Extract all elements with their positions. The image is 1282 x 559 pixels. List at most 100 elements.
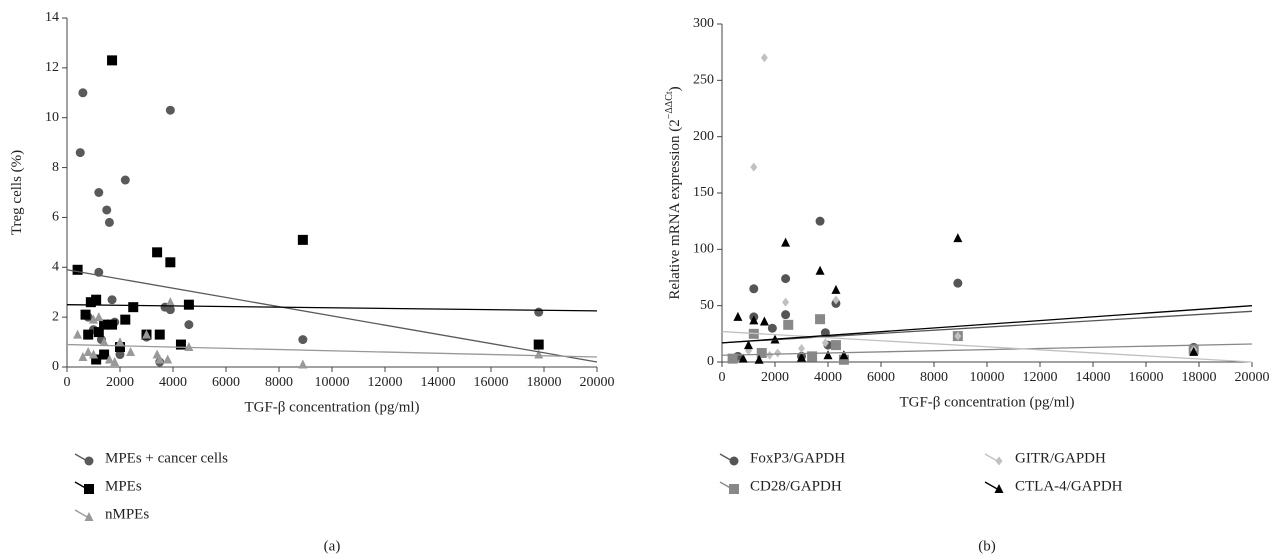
point bbox=[91, 294, 102, 305]
point bbox=[154, 329, 165, 340]
point bbox=[78, 88, 88, 98]
y-axis-label: Treg cells (%) bbox=[9, 150, 25, 235]
point bbox=[75, 148, 85, 158]
y-tick-label: 14 bbox=[45, 10, 59, 25]
point bbox=[782, 297, 790, 307]
point bbox=[831, 284, 841, 294]
point bbox=[93, 327, 104, 338]
point bbox=[830, 340, 841, 351]
y-tick-label: 100 bbox=[693, 242, 714, 257]
legend-label: MPEs bbox=[105, 478, 142, 494]
point bbox=[120, 314, 131, 325]
trend-line bbox=[66, 343, 598, 358]
x-tick-label: 8000 bbox=[265, 375, 293, 390]
point bbox=[533, 339, 544, 350]
point bbox=[102, 205, 112, 215]
legend-marker bbox=[729, 484, 739, 494]
point bbox=[798, 343, 805, 353]
x-tick-label: 8000 bbox=[920, 370, 948, 385]
point bbox=[78, 352, 88, 362]
point bbox=[115, 350, 125, 360]
point bbox=[104, 354, 114, 364]
point bbox=[767, 323, 777, 333]
point bbox=[838, 354, 849, 365]
y-axis-label-text: Relative mRNA expression (2 bbox=[667, 119, 683, 299]
x-tick-label: 18000 bbox=[1182, 370, 1217, 385]
legend-marker bbox=[84, 456, 94, 466]
point bbox=[165, 105, 175, 115]
point bbox=[175, 339, 186, 350]
y-tick-label: 0 bbox=[707, 354, 714, 369]
legend-marker bbox=[729, 456, 739, 466]
point bbox=[99, 349, 110, 360]
caption: (b) bbox=[978, 538, 996, 554]
legend-marker bbox=[84, 484, 94, 494]
legend-marker bbox=[84, 512, 94, 521]
point bbox=[165, 297, 175, 307]
point bbox=[774, 348, 782, 358]
legend-label: nMPEs bbox=[105, 506, 149, 522]
point bbox=[107, 295, 117, 305]
y-tick-label: 6 bbox=[52, 210, 59, 225]
x-tick-label: 0 bbox=[719, 370, 726, 385]
x-tick-label: 12000 bbox=[368, 375, 403, 390]
trend-line bbox=[721, 305, 1253, 344]
y-axis-label: Relative mRNA expression (2−ΔΔCt) bbox=[664, 86, 683, 299]
point bbox=[107, 319, 118, 330]
point bbox=[738, 353, 748, 363]
y-axis-label-end: ) bbox=[667, 86, 683, 91]
trend-line bbox=[66, 304, 598, 312]
point bbox=[72, 264, 83, 275]
point bbox=[99, 337, 109, 347]
point bbox=[839, 350, 849, 360]
point bbox=[115, 337, 125, 347]
point bbox=[821, 338, 829, 348]
point bbox=[83, 347, 93, 357]
x-tick-label: 2000 bbox=[106, 375, 134, 390]
point bbox=[832, 295, 840, 305]
y-tick-label: 150 bbox=[693, 185, 714, 200]
y-tick-label: 10 bbox=[45, 110, 59, 125]
x-tick-label: 6000 bbox=[867, 370, 895, 385]
point bbox=[152, 247, 163, 258]
y-tick-label: 8 bbox=[52, 160, 59, 175]
trend-line bbox=[66, 269, 598, 363]
point bbox=[760, 53, 768, 63]
y-tick-label: 4 bbox=[52, 260, 59, 275]
x-tick-label: 14000 bbox=[1076, 370, 1111, 385]
point bbox=[783, 319, 794, 330]
legend-marker bbox=[994, 484, 1004, 493]
point bbox=[954, 331, 962, 341]
point bbox=[749, 284, 759, 294]
x-tick-label: 18000 bbox=[527, 375, 562, 390]
x-tick-label: 12000 bbox=[1023, 370, 1058, 385]
x-tick-label: 20000 bbox=[580, 375, 615, 390]
point bbox=[759, 316, 769, 326]
point bbox=[534, 307, 544, 317]
point bbox=[83, 329, 94, 340]
point bbox=[128, 302, 139, 313]
y-tick-label: 0 bbox=[52, 359, 59, 374]
point bbox=[766, 350, 774, 360]
point bbox=[749, 315, 759, 325]
x-tick-label: 20000 bbox=[1235, 370, 1270, 385]
point bbox=[155, 354, 165, 364]
y-tick-label: 50 bbox=[700, 298, 714, 313]
trend-line bbox=[721, 343, 1253, 356]
y-tick-label: 300 bbox=[693, 16, 714, 31]
x-tick-label: 6000 bbox=[212, 375, 240, 390]
x-tick-label: 16000 bbox=[1129, 370, 1164, 385]
point bbox=[298, 335, 308, 345]
point bbox=[94, 312, 104, 322]
point bbox=[80, 309, 91, 320]
y-tick-label: 200 bbox=[693, 129, 714, 144]
y-tick-label: 12 bbox=[45, 60, 59, 75]
point bbox=[165, 257, 176, 268]
caption: (a) bbox=[324, 538, 341, 554]
point bbox=[815, 216, 825, 226]
y-axis-label-sup: −ΔΔCt bbox=[664, 91, 675, 119]
point bbox=[115, 342, 125, 353]
point bbox=[184, 342, 194, 352]
x-tick-label: 10000 bbox=[315, 375, 350, 390]
point bbox=[781, 310, 791, 320]
